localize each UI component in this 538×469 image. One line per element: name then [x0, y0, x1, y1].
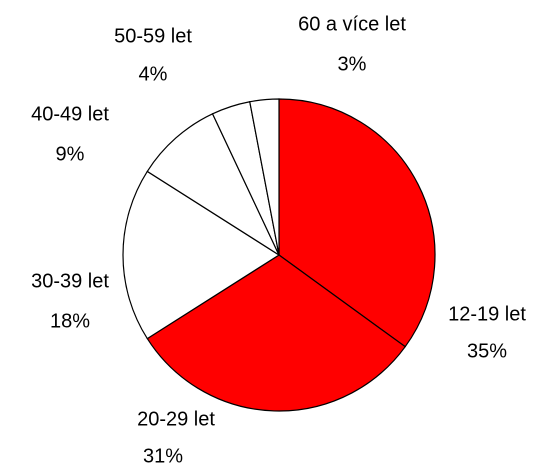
slice-label: 50-59 let — [114, 25, 192, 47]
slice-value-label: 35% — [467, 340, 507, 362]
slice-label: 60 a více let — [298, 13, 406, 35]
slice-value-label: 4% — [139, 63, 168, 85]
pie-slice — [278, 98, 436, 348]
pie-slice — [122, 170, 281, 340]
slice-label: 40-49 let — [31, 103, 109, 125]
slice-value-label: 31% — [143, 445, 183, 467]
slice-value-label: 9% — [56, 143, 85, 165]
slice-label: 30-39 let — [31, 270, 109, 292]
slice-value-label: 3% — [338, 53, 367, 75]
pie-slice — [249, 98, 280, 256]
slice-label: 20-29 let — [137, 408, 215, 430]
pie-slice — [146, 254, 407, 412]
slice-value-label: 18% — [50, 310, 90, 332]
pie-slice — [146, 113, 281, 257]
slice-label: 12-19 let — [448, 303, 526, 325]
